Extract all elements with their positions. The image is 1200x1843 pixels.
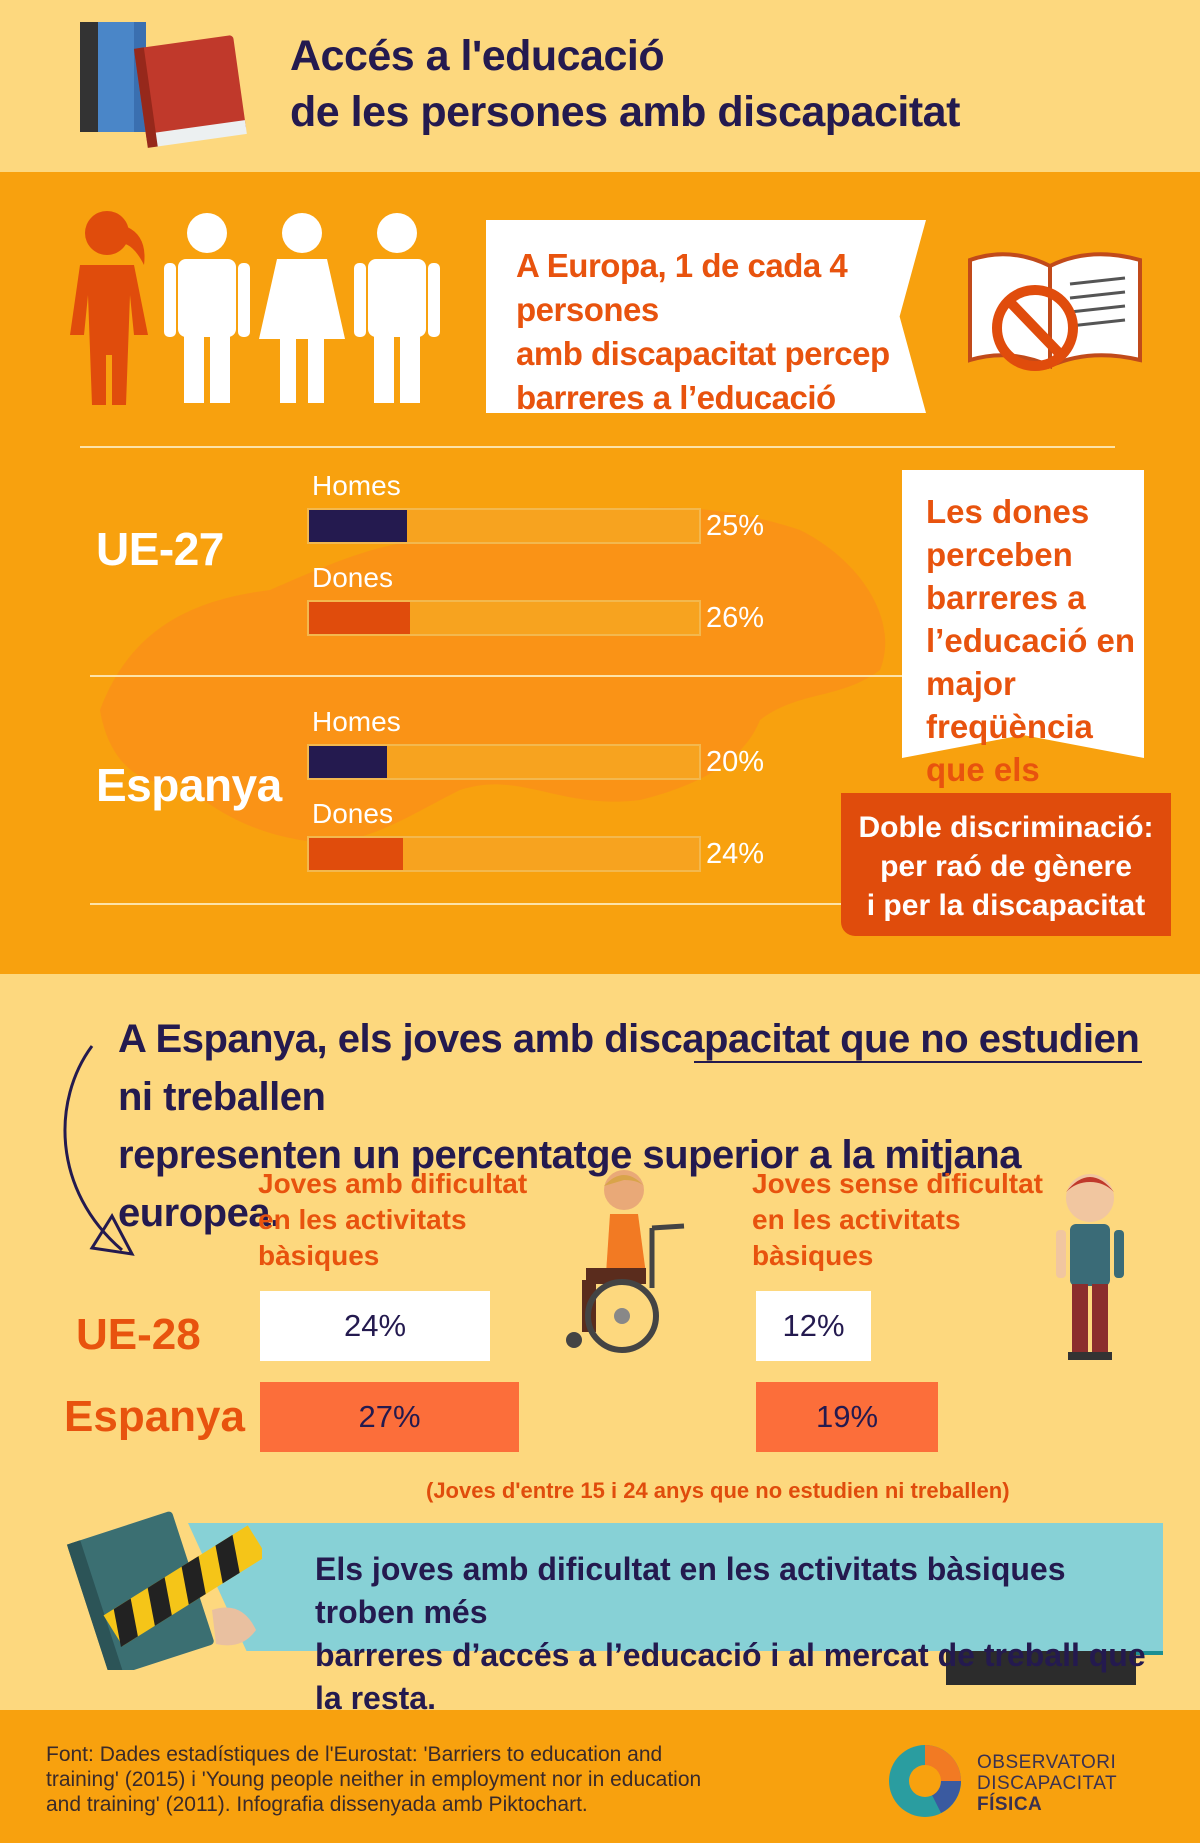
young-man-icon xyxy=(1056,1174,1124,1360)
org-line-2: DISCAPACITAT xyxy=(977,1773,1118,1794)
series-label-dones: Dones xyxy=(312,562,393,593)
org-line-1: OBSERVATORI xyxy=(977,1752,1117,1773)
conclusion-text: Els joves amb dificultat en les activita… xyxy=(315,1548,1165,1720)
bar-espanya-homes xyxy=(309,746,387,778)
wheelchair-user-icon xyxy=(566,1170,685,1353)
row-label-ue28: UE-28 xyxy=(76,1310,201,1359)
series-label-dones: Dones xyxy=(312,798,393,829)
callout-line-2: amb discapacitat percep xyxy=(516,335,890,372)
col-head-line: Joves amb dificultat xyxy=(258,1168,528,1199)
separator-3 xyxy=(90,903,910,905)
observatori-logo-icon xyxy=(889,1745,961,1817)
col-head-line: Joves sense dificultat xyxy=(752,1168,1044,1199)
europe-callout xyxy=(486,220,926,413)
col-head-line: en les activitats xyxy=(258,1204,467,1235)
note-line: major freqüència xyxy=(926,665,1093,745)
callout-line-3: barreres a l’educació xyxy=(516,379,836,416)
region-label-ue27: UE-27 xyxy=(96,523,224,575)
badge-line: i per la discapacitat xyxy=(866,889,1146,922)
people-icon xyxy=(70,211,440,405)
bar-espanya-dones xyxy=(309,838,403,870)
conclusion-line-2: barreres d’accés a l’educació i al merca… xyxy=(315,1637,1146,1716)
box-ue28-without-difficulty: 12% xyxy=(756,1291,871,1361)
headline-part-2: representen un percentatge superior a la… xyxy=(118,1133,1021,1235)
gender-note xyxy=(902,470,1144,758)
bar-track xyxy=(307,836,701,872)
gender-note-text: Les dones perceben barreres a l’educació… xyxy=(926,490,1136,834)
spain-headline: A Espanya, els joves amb discapacitat qu… xyxy=(118,1010,1158,1242)
conclusion-line-1: Els joves amb dificultat en les activita… xyxy=(315,1551,1066,1630)
bar-ue27-dones xyxy=(309,602,410,634)
double-discrimination-text: Doble discriminació: per raó de gènere i… xyxy=(841,808,1171,925)
headline-underline xyxy=(694,1061,1142,1063)
separator-1 xyxy=(80,446,1115,448)
double-discrimination-badge xyxy=(841,793,1171,936)
curved-arrow-icon xyxy=(63,1045,135,1256)
note-line: barreres a xyxy=(926,579,1086,616)
box-espanya-without-difficulty: 19% xyxy=(756,1382,938,1452)
badge-line: per raó de gènere xyxy=(880,850,1132,883)
col-head-line: en les activitats xyxy=(752,1204,961,1235)
series-label-homes: Homes xyxy=(312,706,401,737)
column-heading-without-difficulty: Joves sense dificultat en les activitats… xyxy=(752,1166,1043,1274)
note-line: l’educació en xyxy=(926,622,1136,659)
book-tape-icon xyxy=(66,1511,262,1670)
note-line: perceben xyxy=(926,536,1073,573)
separator-2 xyxy=(90,675,910,677)
box-espanya-with-difficulty: 27% xyxy=(260,1382,519,1452)
europe-callout-text: A Europa, 1 de cada 4 persones amb disca… xyxy=(516,244,916,420)
banner-shadow xyxy=(946,1651,1136,1685)
page-title: Accés a l'educació de les persones amb d… xyxy=(290,28,960,140)
org-line-3: FÍSICA xyxy=(977,1794,1043,1815)
conclusion-banner xyxy=(188,1523,1163,1651)
value-label-ue27-homes: 25% xyxy=(706,510,765,542)
bar-ue27-homes xyxy=(309,510,407,542)
bar-track xyxy=(307,744,701,780)
man-icon-2 xyxy=(354,213,440,403)
woman-orange-icon xyxy=(70,211,148,405)
value-label-ue27-dones: 26% xyxy=(706,602,765,634)
headline-underlined: que no estudien ni treballen xyxy=(118,1017,1140,1119)
source-line-2: training' (2015) i 'Young people neither… xyxy=(46,1768,702,1791)
column-heading-with-difficulty: Joves amb dificultat en les activitats b… xyxy=(258,1166,527,1274)
organization-name: OBSERVATORI DISCAPACITAT FÍSICA xyxy=(977,1752,1117,1815)
col-head-line: bàsiques xyxy=(752,1240,874,1271)
badge-line: Doble discriminació: xyxy=(858,811,1154,844)
title-line-1: Accés a l'educació xyxy=(290,32,665,80)
footer xyxy=(0,1710,1200,1843)
man-icon xyxy=(164,213,250,403)
value-label-espanya-dones: 24% xyxy=(706,838,765,870)
series-label-homes: Homes xyxy=(312,470,401,501)
source-line-1: Font: Dades estadístiques de l'Eurostat:… xyxy=(46,1743,663,1766)
bar-track xyxy=(307,600,701,636)
value-label-espanya-homes: 20% xyxy=(706,746,765,778)
bar-track xyxy=(307,508,701,544)
headline-part-1: A Espanya, els joves amb discapacitat xyxy=(118,1017,830,1061)
box-ue28-with-difficulty: 24% xyxy=(260,1291,490,1361)
col-head-line: bàsiques xyxy=(258,1240,380,1271)
books-icon xyxy=(80,22,247,148)
source-line-3: and training' (2011). Infografia disseny… xyxy=(46,1793,588,1816)
title-line-2: de les persones amb discapacitat xyxy=(290,88,960,136)
no-book-icon xyxy=(968,252,1142,371)
region-label-espanya: Espanya xyxy=(96,759,282,811)
woman-icon xyxy=(259,213,345,403)
callout-line-1: A Europa, 1 de cada 4 persones xyxy=(516,247,848,328)
source-text: Font: Dades estadístiques de l'Eurostat:… xyxy=(46,1742,816,1817)
note-line: Les dones xyxy=(926,493,1090,530)
footnote: (Joves d'entre 15 i 24 anys que no estud… xyxy=(426,1478,1010,1503)
row-label-espanya: Espanya xyxy=(64,1392,245,1441)
